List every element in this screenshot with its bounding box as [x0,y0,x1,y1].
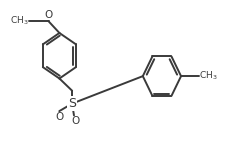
Text: O: O [45,11,53,20]
Text: CH$_3$: CH$_3$ [10,14,28,27]
Text: O: O [71,116,79,126]
Text: CH$_3$: CH$_3$ [199,70,218,82]
Text: S: S [68,97,76,110]
Text: O: O [55,112,63,122]
